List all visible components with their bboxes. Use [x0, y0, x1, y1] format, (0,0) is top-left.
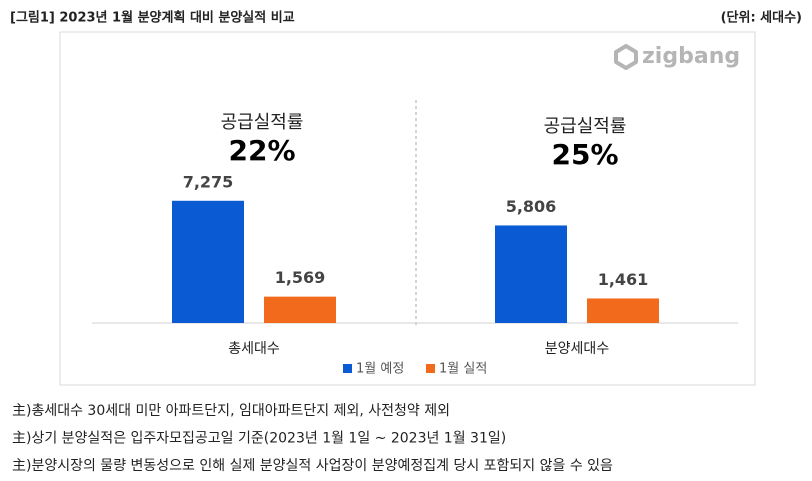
logo: zigbang: [614, 44, 740, 70]
bar: [264, 296, 336, 323]
annotation-label: 공급실적률: [221, 112, 304, 133]
footnote: 主)상기 분양실적은 입주자모집공고일 기준(2023년 1월 1일 ~ 202…: [12, 431, 506, 447]
chart-frame: [59, 31, 756, 386]
x-tick-label: 분양세대수: [545, 341, 610, 357]
footnote: 主)분양시장의 물량 변동성으로 인해 실제 분양실적 사업장이 분양예정집계 …: [12, 458, 613, 474]
bar: [495, 225, 567, 323]
legend-swatch: [343, 364, 352, 373]
bar: [172, 200, 244, 323]
annotation-value: 25%: [551, 138, 618, 171]
legend-label: 1월 실적: [439, 362, 487, 377]
logo-icon: [614, 44, 638, 70]
annotation-value: 22%: [228, 134, 295, 167]
legend-label: 1월 예정: [356, 362, 404, 377]
data-label: 1,569: [275, 268, 326, 287]
bar: [587, 298, 659, 323]
footnote: 主)총세대수 30세대 미만 아파트단지, 임대아파트단지 제외, 사전청약 제…: [12, 403, 450, 419]
figure-title: [그림1] 2023년 1월 분양계획 대비 분양실적 비교: [10, 10, 295, 26]
data-label: 5,806: [506, 197, 557, 216]
unit-label: (단위: 세대수): [721, 10, 802, 26]
logo-text: zigbang: [642, 44, 740, 69]
legend-swatch: [426, 364, 435, 373]
x-tick-label: 총세대수: [228, 341, 280, 357]
data-label: 1,461: [598, 270, 649, 289]
data-label: 7,275: [183, 172, 234, 191]
annotation-label: 공급실적률: [544, 116, 627, 137]
